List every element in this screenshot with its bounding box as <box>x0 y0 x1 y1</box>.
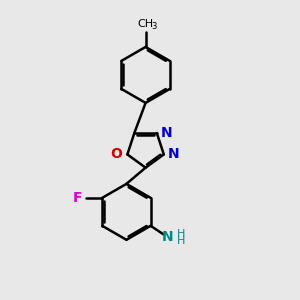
Text: O: O <box>110 147 122 161</box>
Text: N: N <box>162 230 174 244</box>
Text: H: H <box>177 236 185 246</box>
Text: H: H <box>177 229 185 239</box>
Text: N: N <box>160 126 172 140</box>
Text: N: N <box>167 147 179 161</box>
Text: F: F <box>73 191 82 205</box>
Text: CH: CH <box>137 19 154 29</box>
Text: 3: 3 <box>151 22 156 31</box>
